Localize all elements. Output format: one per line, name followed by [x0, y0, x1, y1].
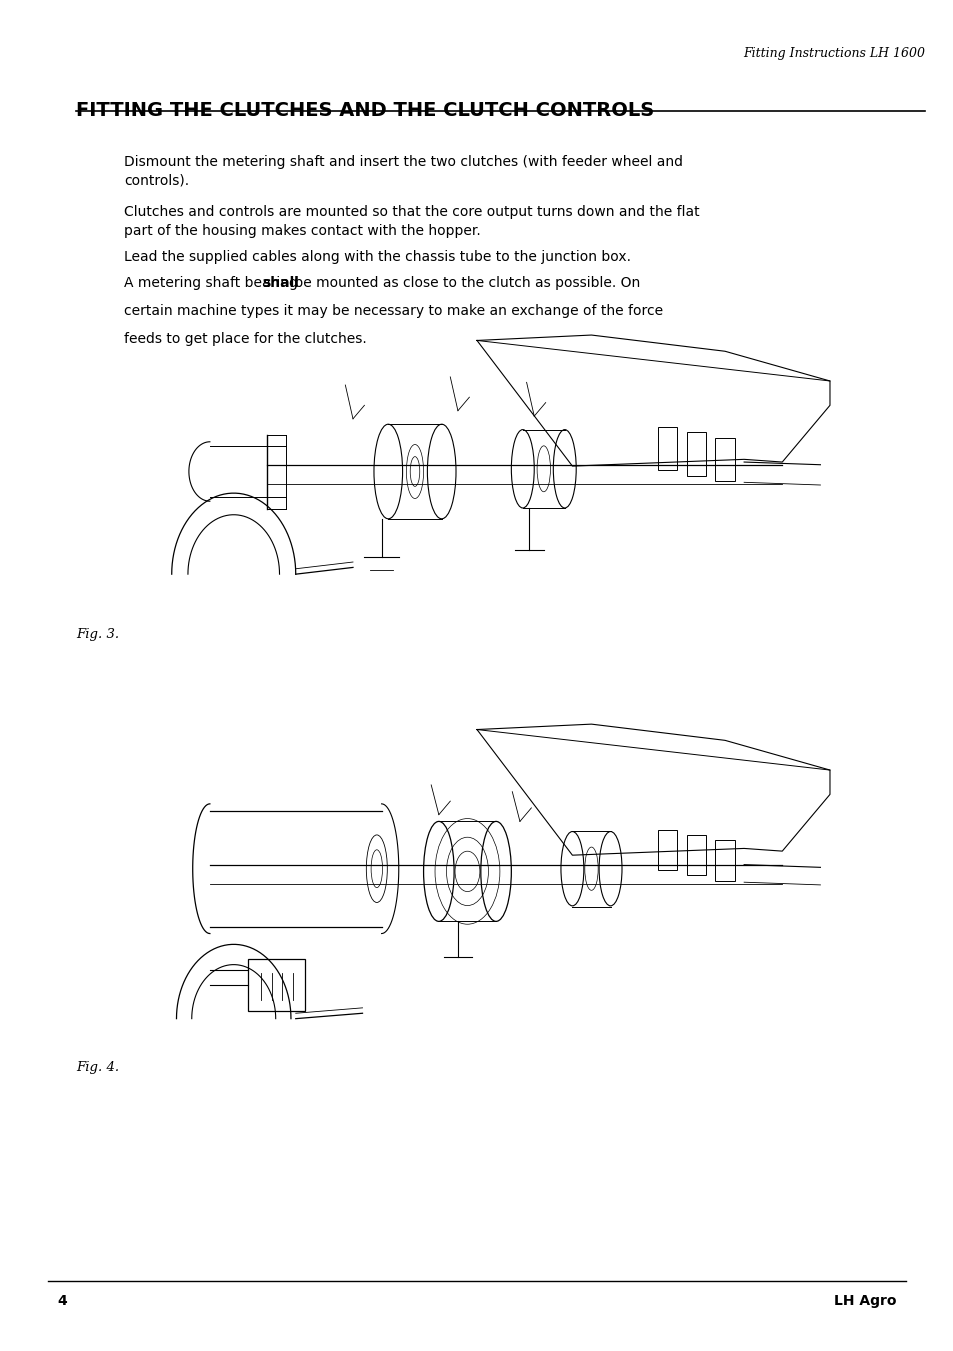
Text: shall: shall	[262, 276, 299, 289]
Text: Lead the supplied cables along with the chassis tube to the junction box.: Lead the supplied cables along with the …	[124, 250, 630, 263]
Text: Fitting Instructions LH 1600: Fitting Instructions LH 1600	[742, 47, 924, 61]
Text: 4: 4	[57, 1294, 67, 1308]
Text: certain machine types it may be necessary to make an exchange of the force: certain machine types it may be necessar…	[124, 304, 662, 317]
Text: FITTING THE CLUTCHES AND THE CLUTCH CONTROLS: FITTING THE CLUTCHES AND THE CLUTCH CONT…	[76, 101, 654, 120]
Text: A metering shaft bearing: A metering shaft bearing	[124, 276, 302, 289]
Text: feeds to get place for the clutches.: feeds to get place for the clutches.	[124, 332, 366, 346]
Text: Clutches and controls are mounted so that the core output turns down and the fla: Clutches and controls are mounted so tha…	[124, 205, 699, 238]
Text: Fig. 3.: Fig. 3.	[76, 628, 119, 642]
Text: LH Agro: LH Agro	[833, 1294, 896, 1308]
Text: be mounted as close to the clutch as possible. On: be mounted as close to the clutch as pos…	[290, 276, 639, 289]
Text: Dismount the metering shaft and insert the two clutches (with feeder wheel and
c: Dismount the metering shaft and insert t…	[124, 155, 682, 188]
Text: Fig. 4.: Fig. 4.	[76, 1061, 119, 1074]
